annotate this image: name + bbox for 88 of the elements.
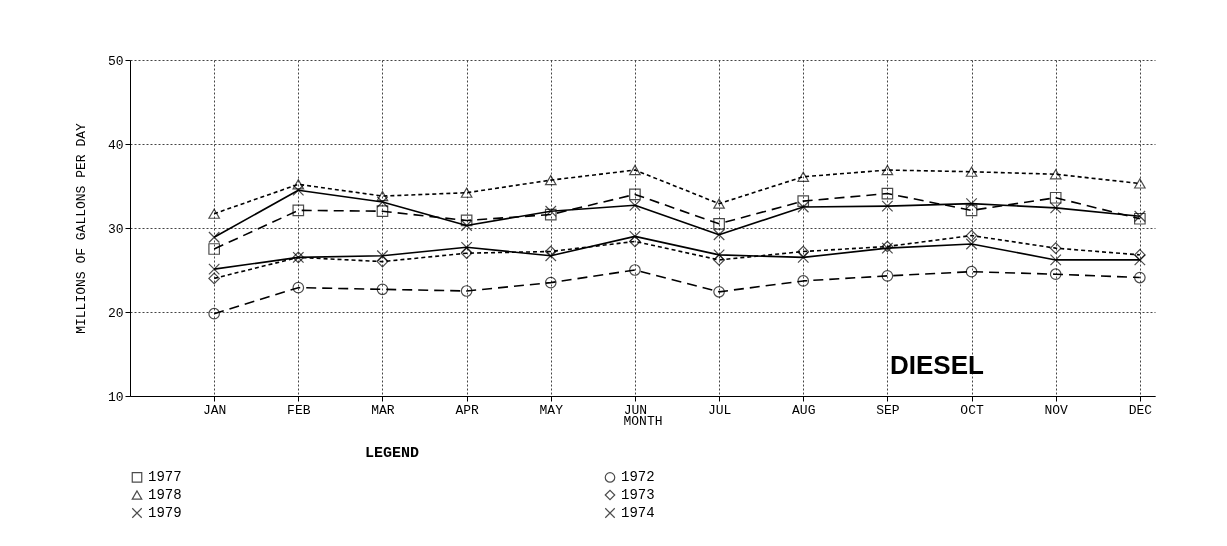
- point: [376, 196, 389, 208]
- point: [713, 286, 725, 298]
- point: [1049, 254, 1062, 266]
- point: [208, 208, 220, 219]
- point: [797, 195, 810, 207]
- point: [460, 219, 473, 232]
- point: [797, 251, 810, 264]
- point: [1134, 178, 1146, 189]
- point: [376, 205, 389, 218]
- x-tick-label: DEC: [1128, 402, 1153, 418]
- point: [965, 204, 978, 217]
- y-tick-label: 20: [107, 305, 124, 321]
- y-tick-label: 10: [107, 389, 124, 405]
- point: [460, 241, 473, 254]
- point: [1049, 202, 1062, 214]
- point: [376, 249, 389, 262]
- point: [629, 164, 641, 176]
- point: [1049, 242, 1062, 254]
- point: [797, 171, 810, 182]
- legend-label: 1973: [621, 487, 655, 503]
- x-tick-label: FEB: [287, 402, 311, 418]
- point: [965, 238, 978, 250]
- point: [713, 249, 725, 261]
- point: [881, 164, 894, 176]
- point: [713, 198, 725, 209]
- point: [460, 247, 473, 260]
- x-tick-label: MAY: [539, 402, 564, 418]
- point: [965, 166, 978, 177]
- point: [629, 264, 641, 276]
- point: [1049, 169, 1062, 180]
- point: [1049, 268, 1062, 281]
- annotation: DIESEL: [890, 350, 985, 380]
- point: [629, 199, 641, 212]
- x-tick-label: JUL: [707, 402, 732, 418]
- point: [460, 214, 473, 227]
- point: [292, 184, 305, 197]
- legend-title: LEGEND: [364, 445, 420, 462]
- point: [208, 263, 220, 275]
- legend-label: 1978: [148, 487, 182, 503]
- x-tick-label: JAN: [202, 402, 227, 418]
- legend-label: 1979: [148, 505, 182, 521]
- point: [376, 283, 389, 296]
- x-tick-label: APR: [455, 402, 480, 418]
- point: [629, 230, 641, 243]
- point: [713, 254, 725, 266]
- point: [460, 187, 473, 198]
- x-axis-title: MONTH: [623, 413, 663, 429]
- x-tick-label: AUG: [792, 402, 816, 418]
- point: [629, 188, 641, 201]
- legend-label: 1977: [148, 469, 182, 486]
- point: [965, 265, 978, 278]
- point: [292, 204, 305, 217]
- point: [881, 200, 894, 212]
- y-tick-label: 30: [107, 221, 124, 237]
- x-tick-label: MAR: [371, 402, 395, 418]
- point: [544, 174, 557, 186]
- legend-label: 1972: [621, 469, 655, 486]
- point: [292, 281, 305, 294]
- point: [797, 275, 810, 287]
- legend-label: 1974: [621, 505, 655, 521]
- point: [713, 228, 725, 241]
- x-tick-label: OCT: [960, 402, 984, 418]
- point: [797, 201, 810, 213]
- point: [544, 245, 557, 258]
- point: [965, 197, 978, 210]
- point: [208, 231, 220, 244]
- point: [713, 217, 725, 230]
- point: [881, 187, 894, 200]
- point: [1134, 249, 1146, 261]
- y-axis-title: MILLIONS OF GALLONS PER DAY: [73, 122, 89, 334]
- point: [376, 190, 389, 202]
- point: [965, 229, 978, 242]
- point: [460, 285, 473, 297]
- point: [881, 270, 894, 282]
- point: [208, 243, 220, 255]
- y-tick-label: 50: [107, 53, 124, 69]
- point: [1134, 254, 1146, 266]
- point: [208, 307, 220, 320]
- point: [1049, 191, 1062, 204]
- point: [544, 249, 557, 262]
- x-tick-label: NOV: [1044, 402, 1069, 418]
- y-tick-label: 40: [107, 137, 124, 153]
- point: [1134, 271, 1146, 284]
- point: [292, 179, 305, 190]
- x-tick-label: SEP: [876, 402, 900, 418]
- point: [797, 245, 810, 258]
- point: [544, 276, 557, 289]
- point: [208, 272, 220, 285]
